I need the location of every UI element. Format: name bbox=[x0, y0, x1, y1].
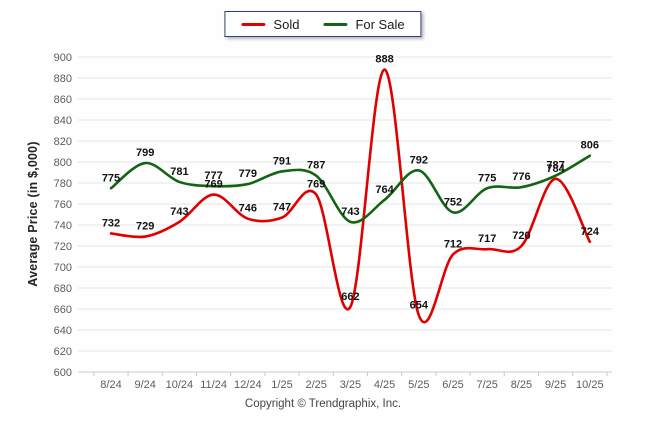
sold-line bbox=[109, 68, 592, 324]
x-tick-label: 7/25 bbox=[476, 379, 497, 391]
legend-item-for-sale: For Sale bbox=[323, 16, 405, 32]
legend: Sold For Sale bbox=[224, 11, 422, 37]
data-point-label: 799 bbox=[136, 147, 154, 159]
data-point-label: 747 bbox=[273, 202, 291, 214]
x-tick-label: 8/24 bbox=[100, 379, 121, 391]
x-tick-label: 5/25 bbox=[408, 379, 429, 391]
data-point-label: 769 bbox=[204, 179, 222, 191]
y-tick-label: 820 bbox=[54, 136, 72, 148]
data-point-label: 776 bbox=[512, 171, 530, 183]
data-point-label: 784 bbox=[546, 163, 565, 175]
legend-label-for-sale: For Sale bbox=[355, 16, 405, 32]
y-tick-label: 620 bbox=[54, 346, 72, 358]
y-tick-label: 600 bbox=[54, 367, 72, 379]
data-point-label: 654 bbox=[410, 299, 429, 311]
data-point-label: 781 bbox=[170, 166, 188, 178]
series-lines bbox=[109, 68, 592, 324]
y-tick-label: 860 bbox=[54, 94, 72, 106]
data-point-label: 732 bbox=[102, 217, 120, 229]
x-tick-label: 3/25 bbox=[340, 379, 361, 391]
data-point-label: 724 bbox=[581, 226, 600, 238]
x-axis: 8/24 9/24 10/24 11/24 12/24 1/25 2/25 3/25 4/25 5… bbox=[93, 372, 608, 391]
x-tick-label: 2/25 bbox=[305, 379, 326, 391]
data-point-label: 746 bbox=[239, 203, 257, 215]
y-tick-label: 900 bbox=[54, 52, 72, 64]
legend-item-sold: Sold bbox=[241, 18, 299, 31]
x-tick-label: 6/25 bbox=[442, 379, 463, 391]
data-point-label: 791 bbox=[273, 155, 291, 167]
x-tick-label: 4/25 bbox=[374, 379, 395, 391]
y-tick-label: 880 bbox=[54, 73, 72, 85]
data-point-label: 729 bbox=[136, 221, 154, 233]
legend-label-sold: Sold bbox=[273, 16, 300, 32]
y-tick-label: 800 bbox=[54, 157, 72, 169]
y-tick-label: 840 bbox=[54, 115, 72, 127]
sold-line-swatch bbox=[241, 22, 266, 26]
data-point-label: 743 bbox=[341, 206, 359, 218]
data-point-label: 775 bbox=[478, 172, 496, 184]
y-tick-label: 740 bbox=[54, 220, 72, 232]
data-point-label: 662 bbox=[341, 291, 359, 303]
x-tick-label: 1/25 bbox=[271, 379, 292, 391]
data-point-label: 787 bbox=[546, 160, 564, 172]
data-point-label: 888 bbox=[375, 54, 393, 66]
y-tick-label: 720 bbox=[54, 241, 72, 253]
y-tick-label: 640 bbox=[54, 325, 72, 337]
data-point-label: 775 bbox=[102, 172, 120, 184]
data-point-label: 712 bbox=[444, 238, 462, 250]
data-point-label: 792 bbox=[410, 154, 428, 166]
data-point-label: 717 bbox=[478, 233, 496, 245]
y-tick-label: 660 bbox=[54, 304, 72, 316]
y-tick-label: 760 bbox=[54, 199, 72, 211]
x-tick-label: 10/24 bbox=[166, 379, 194, 391]
data-point-label: 806 bbox=[581, 140, 599, 152]
data-point-label: 777 bbox=[204, 170, 222, 182]
x-tick-label: 12/24 bbox=[234, 379, 262, 391]
x-tick-label: 8/25 bbox=[511, 379, 532, 391]
x-tick-label: 9/25 bbox=[545, 379, 566, 391]
y-axis-labels: 600 620 640 660 680 700 720 740 760 780 800 820 840 8… bbox=[54, 52, 72, 379]
data-point-label: 752 bbox=[444, 196, 462, 208]
x-tick-label: 9/24 bbox=[134, 379, 155, 391]
data-point-label: 720 bbox=[512, 230, 530, 242]
data-labels: 732 729 743 769 746 747 769 662 888 654 712 717 720 7… bbox=[102, 54, 600, 312]
x-tick-label: 10/25 bbox=[576, 379, 604, 391]
data-point-label: 769 bbox=[307, 179, 325, 191]
for-sale-line-swatch bbox=[323, 22, 348, 26]
x-tick-label: 11/24 bbox=[200, 379, 227, 391]
data-point-label: 779 bbox=[239, 168, 257, 180]
copyright-text: Copyright © Trendgraphix, Inc. bbox=[244, 398, 402, 410]
data-point-label: 764 bbox=[375, 184, 394, 196]
for-sale-line bbox=[109, 154, 592, 224]
y-tick-label: 700 bbox=[54, 262, 72, 274]
y-tick-label: 780 bbox=[54, 178, 72, 190]
gridlines bbox=[78, 56, 612, 373]
data-point-label: 743 bbox=[170, 206, 188, 218]
data-point-label: 787 bbox=[307, 160, 325, 172]
y-tick-label: 680 bbox=[54, 283, 72, 295]
